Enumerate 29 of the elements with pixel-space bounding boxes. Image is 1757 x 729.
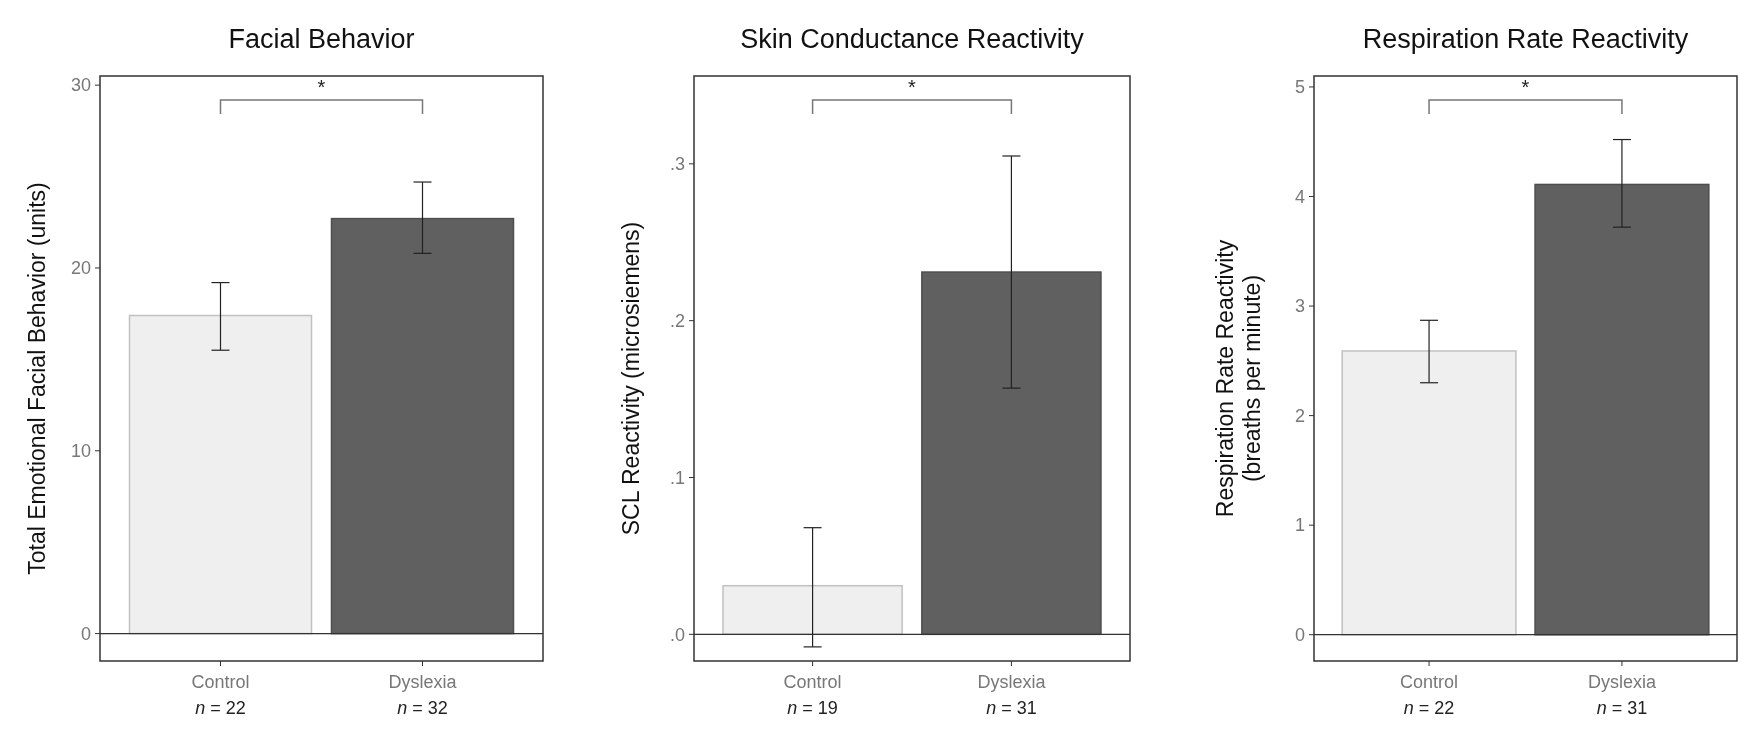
y-axis-title: SCL Reactivity (microsiemens) — [618, 221, 644, 536]
y-axis-title: Total Emotional Facial Behavior (units) — [24, 182, 50, 575]
y-tick-label: 0 — [80, 623, 91, 644]
y-tick-label: .1 — [669, 467, 685, 488]
y-tick-label: .2 — [669, 310, 685, 331]
x-tick-label: Control n = 22 — [191, 672, 250, 718]
y-tick-label: 3 — [1294, 296, 1305, 317]
y-tick-label: 0 — [1294, 625, 1305, 646]
y-tick-label: 5 — [1294, 77, 1305, 98]
x-tick-label: Dyslexia n = 32 — [388, 672, 458, 718]
chart-title: Skin Conductance Reactivity — [740, 24, 1085, 54]
x-tick-label: Dyslexia n = 31 — [977, 672, 1047, 718]
y-tick-label: 20 — [70, 258, 91, 279]
annotation: * — [908, 76, 917, 98]
y-tick-label: .0 — [669, 624, 685, 645]
x-tick-label: Control n = 19 — [783, 672, 842, 718]
annotation: * — [1521, 76, 1530, 98]
y-tick-label: 4 — [1294, 186, 1305, 207]
y-axis-title: Respiration Rate Reactivity (breaths per minute) — [1212, 239, 1265, 518]
y-tick-label: 2 — [1294, 405, 1305, 426]
y-tick-label: 1 — [1294, 515, 1305, 536]
y-tick-label: .3 — [669, 154, 685, 175]
chart-title: Facial Behavior — [228, 24, 415, 54]
chart-title: Respiration Rate Reactivity — [1362, 24, 1689, 54]
annotation: * — [317, 76, 326, 98]
x-tick-label: Control n = 22 — [1400, 672, 1459, 718]
x-tick-label: Dyslexia n = 31 — [1587, 672, 1657, 718]
y-tick-label: 30 — [70, 75, 91, 96]
y-tick-label: 10 — [70, 441, 91, 462]
